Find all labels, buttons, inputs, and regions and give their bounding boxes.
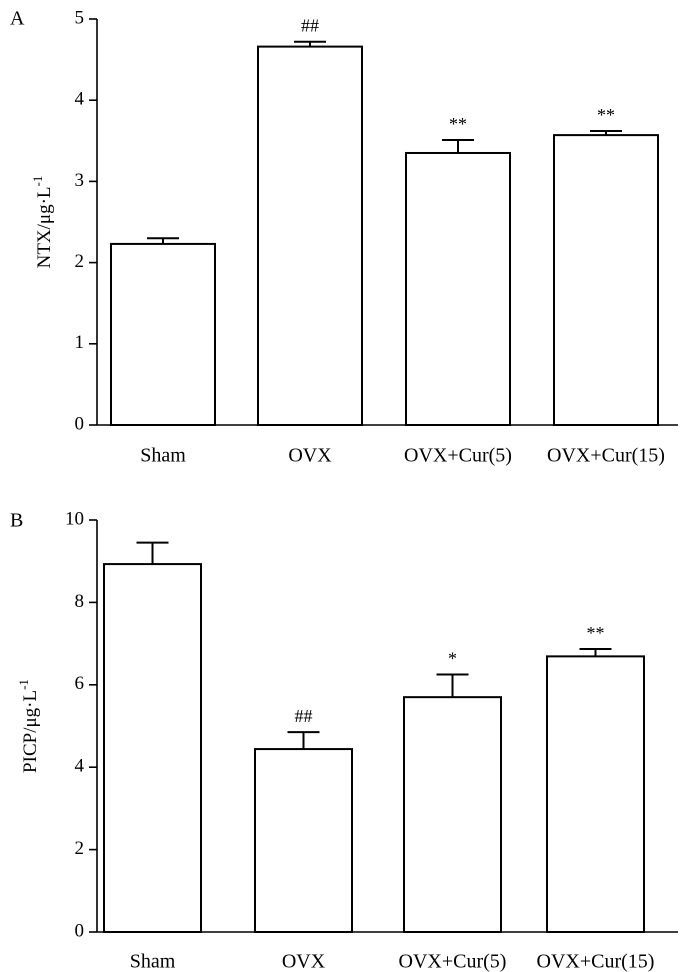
y-tick-label: 0 xyxy=(75,413,85,434)
y-tick-label: 4 xyxy=(75,89,85,110)
bar-0 xyxy=(103,563,202,933)
significance-mark: * xyxy=(448,649,457,669)
y-axis-label-text: PICP/μg·L xyxy=(20,690,41,773)
significance-mark: ** xyxy=(449,114,467,134)
y-tick-label: 6 xyxy=(75,673,85,694)
y-tick-label: 8 xyxy=(75,591,85,612)
category-label: Sham xyxy=(140,445,186,467)
y-tick-label: 5 xyxy=(75,7,85,28)
bar-2 xyxy=(403,696,502,933)
bar-1 xyxy=(257,45,363,426)
bar-1 xyxy=(254,748,353,934)
y-axis-label-text: NTX/μg·L xyxy=(34,186,55,268)
y-tick-label: 10 xyxy=(65,508,84,529)
category-label: OVX xyxy=(288,445,332,467)
y-tick-label: 3 xyxy=(75,170,85,191)
significance-mark: ## xyxy=(295,706,313,726)
y-tick-label: 2 xyxy=(75,838,85,859)
category-label: OVX xyxy=(282,951,326,972)
chart-panel-a: A 0 1 2 3 4 5 NTX/μg·L-1 Sham ## OVX ** OVX+Cur(5) **… xyxy=(10,7,678,467)
significance-mark: ## xyxy=(301,16,319,36)
y-axis-label: PICP/μg·L-1 xyxy=(16,679,41,773)
bar-2 xyxy=(405,151,511,426)
bar-3 xyxy=(553,134,659,426)
y-axis-label-superscript: -1 xyxy=(16,679,31,690)
panel-label: A xyxy=(10,8,25,30)
y-tick-label: 0 xyxy=(75,920,85,941)
y-tick-label: 1 xyxy=(75,332,85,353)
bar-0 xyxy=(110,242,216,426)
category-label: OVX+Cur(5) xyxy=(399,951,507,972)
category-label: OVX+Cur(15) xyxy=(537,951,655,972)
y-tick-label: 4 xyxy=(75,756,85,777)
y-tick-label: 2 xyxy=(75,251,85,272)
panel-label: B xyxy=(10,510,23,532)
category-label: OVX+Cur(15) xyxy=(547,445,665,467)
bar-3 xyxy=(546,655,645,933)
category-label: OVX+Cur(5) xyxy=(404,445,512,467)
significance-mark: ** xyxy=(597,105,615,125)
y-axis-label: NTX/μg·L-1 xyxy=(30,176,55,269)
significance-mark: ** xyxy=(587,623,605,643)
y-axis-label-superscript: -1 xyxy=(30,176,45,187)
chart-panel-b: B 0 2 4 6 8 10 PICP/μg·L-1 Sham ## OVX * OVX+Cur(5) *… xyxy=(10,508,678,972)
category-label: Sham xyxy=(130,951,176,972)
